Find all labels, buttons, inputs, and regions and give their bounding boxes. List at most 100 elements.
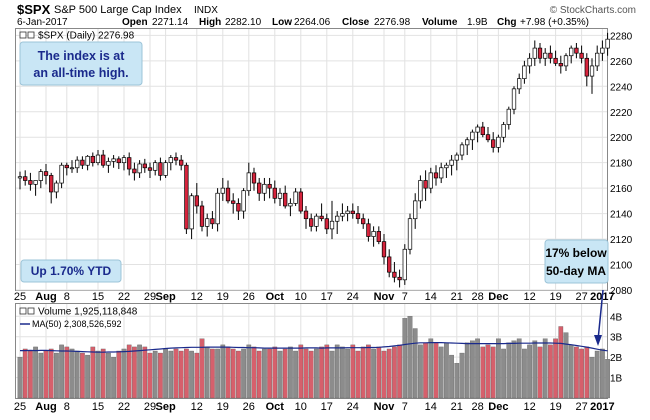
volume-bar — [496, 338, 501, 399]
candle-body — [272, 187, 277, 199]
volume-bar — [184, 348, 189, 399]
price-tick-label: 2100 — [610, 261, 633, 272]
arrow-line — [597, 289, 604, 341]
candle-body — [324, 218, 329, 230]
date-tick-label: 19 — [549, 401, 561, 413]
candle-body — [33, 180, 38, 185]
candle-body — [142, 163, 147, 169]
candle — [392, 261, 397, 283]
candle — [241, 188, 246, 219]
volume-bar — [236, 350, 241, 399]
candle-body — [454, 154, 459, 161]
candle — [28, 172, 33, 191]
candle-body — [251, 172, 257, 184]
candle-body — [480, 126, 485, 136]
candle — [418, 175, 423, 209]
candle-body — [158, 162, 163, 176]
price-tick-label: 2120 — [610, 235, 633, 246]
volume-bar — [90, 346, 96, 399]
candle-body — [220, 187, 225, 194]
candle — [397, 269, 402, 288]
candle — [199, 200, 205, 232]
date-tick-label: Oct — [266, 401, 285, 413]
volume-bar — [340, 346, 345, 399]
candle-body — [558, 63, 563, 67]
volume-tick-label: 3B — [610, 333, 623, 344]
volume-bar — [204, 346, 210, 399]
volume-bar — [142, 346, 148, 399]
volume-bar — [490, 346, 496, 399]
date-tick-label: 17 — [321, 401, 333, 413]
candle — [449, 155, 454, 176]
volume-bar — [168, 350, 174, 399]
date-tick-label: 26 — [243, 401, 255, 413]
volume-bar — [64, 346, 70, 399]
ath-annotation-box — [19, 41, 143, 86]
volume-bar — [397, 344, 402, 399]
candle-body — [246, 172, 251, 192]
candle — [589, 58, 595, 94]
ma-annotation-line1: 17% below — [545, 246, 607, 260]
candle-body — [329, 220, 335, 230]
volume-bar — [298, 344, 304, 399]
close-label: Close — [342, 17, 370, 28]
candle — [350, 203, 355, 219]
candle-body — [584, 57, 589, 77]
candle-body — [111, 158, 116, 162]
ath-annotation-line2: an all-time high. — [33, 66, 128, 80]
ytd-annotation-box — [20, 259, 122, 283]
candle — [231, 193, 236, 214]
price-tick-label: 2240 — [610, 82, 633, 93]
candle-body — [231, 200, 236, 204]
candle — [605, 32, 610, 56]
volume-bar — [246, 344, 252, 399]
volume-bar — [43, 350, 49, 399]
date-tick-label: 19 — [217, 401, 229, 413]
candle — [314, 213, 319, 232]
candle-body — [173, 157, 179, 161]
candle-body — [517, 78, 522, 90]
high-value: 2282.10 — [225, 17, 262, 28]
volume-bar — [433, 342, 439, 399]
candle — [470, 129, 475, 150]
candle-body — [522, 65, 527, 80]
candle-body — [283, 192, 288, 207]
date-tick-label: 25 — [14, 291, 26, 303]
candle — [194, 183, 199, 214]
date-tick-label: 22 — [118, 401, 130, 413]
candle — [90, 152, 95, 167]
date-tick-label: 7 — [402, 291, 408, 303]
candle-body — [345, 210, 350, 214]
candle — [262, 177, 267, 201]
candle — [43, 163, 49, 185]
candle-body — [433, 172, 439, 179]
volume-bar — [579, 348, 584, 399]
date-tick-label: Aug — [35, 291, 56, 303]
candle-body — [423, 180, 428, 189]
date-tick-label: 27 — [575, 401, 587, 413]
volume-bar — [438, 346, 444, 399]
candle-body — [537, 47, 543, 59]
candle-body — [600, 47, 605, 54]
date-tick-label: 2017 — [590, 401, 614, 413]
candle-body — [595, 52, 600, 67]
candle-body — [163, 162, 168, 176]
volume-bar — [563, 332, 569, 399]
volume-bar — [366, 344, 371, 399]
candle-body — [205, 218, 210, 227]
candle — [205, 213, 210, 237]
candle-body — [288, 203, 293, 207]
volume-bar — [241, 348, 246, 399]
candle-body — [428, 172, 433, 189]
candle — [267, 177, 272, 199]
candle-body — [470, 131, 475, 141]
volume-bar — [475, 338, 480, 399]
volume-bar — [574, 346, 579, 399]
candle-body — [116, 158, 121, 164]
candle-body — [23, 176, 28, 181]
candle-body — [262, 183, 267, 194]
index-name: S&P 500 Large Cap Index — [54, 4, 182, 16]
volume-bar — [303, 348, 309, 399]
candle — [480, 121, 485, 138]
volume-bar — [542, 338, 548, 399]
